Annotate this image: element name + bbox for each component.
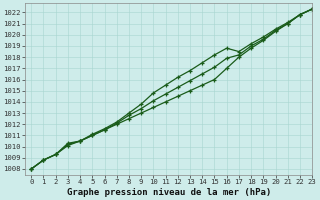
X-axis label: Graphe pression niveau de la mer (hPa): Graphe pression niveau de la mer (hPa) [67, 188, 271, 197]
